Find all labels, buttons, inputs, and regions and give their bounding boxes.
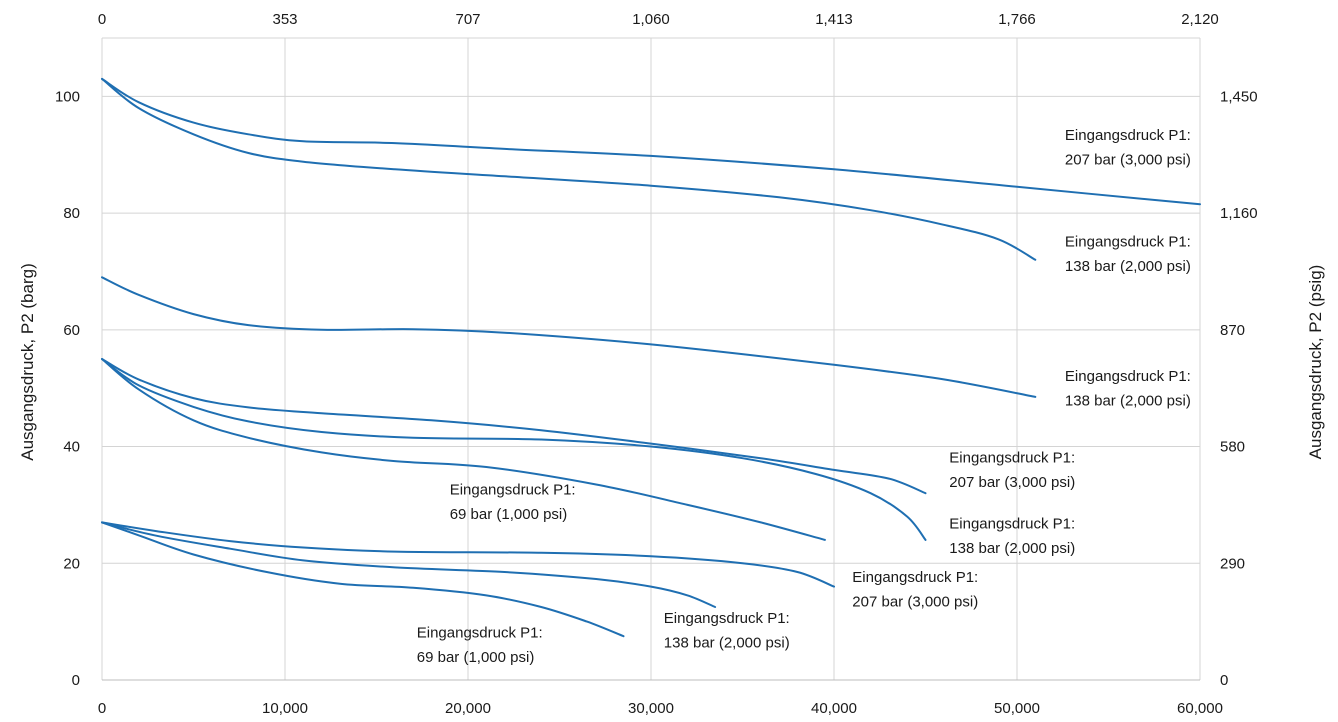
annotation-line-2: 138 bar (2,000 psi): [1065, 393, 1191, 410]
y-tick-label: 0: [72, 672, 80, 689]
grid: [101, 37, 1201, 681]
annotation-line-1: Eingangsdruck P1:: [450, 481, 576, 498]
y-tick-label: 40: [63, 439, 80, 456]
annotation-line-1: Eingangsdruck P1:: [949, 515, 1075, 532]
x-axis-ticks: 0 10,000 20,000 30,000 40,000 50,000 60,000: [98, 700, 1223, 717]
series-line-8: [101, 521, 717, 608]
series-line-6: [101, 358, 826, 541]
series-annotation-1: Eingangsdruck P1: 207 bar (3,000 psi): [1065, 127, 1191, 169]
right-tick-label: 870: [1220, 322, 1245, 339]
series-line-4: [101, 358, 927, 495]
annotation-line-1: Eingangsdruck P1:: [1065, 368, 1191, 385]
top-tick-label: 1,413: [815, 11, 853, 28]
y-axis-title: Ausgangsdruck, P2 (barg): [18, 263, 37, 461]
x-tick-label: 0: [98, 700, 106, 717]
series-annotation-4: Eingangsdruck P1: 207 bar (3,000 psi): [949, 449, 1075, 491]
annotation-line-1: Eingangsdruck P1:: [1065, 233, 1191, 250]
right-axis-ticks: 0 290 580 870 1,160 1,450: [1220, 88, 1258, 689]
annotation-line-1: Eingangsdruck P1:: [417, 624, 543, 641]
x-tick-label: 30,000: [628, 700, 674, 717]
top-tick-label: 2,120: [1181, 11, 1219, 28]
annotation-line-2: 207 bar (3,000 psi): [852, 593, 978, 610]
series-annotation-7: Eingangsdruck P1: 207 bar (3,000 psi): [852, 569, 978, 611]
series-annotation-6: Eingangsdruck P1: 69 bar (1,000 psi): [450, 481, 576, 523]
right-tick-label: 1,450: [1220, 88, 1258, 105]
annotation-line-2: 69 bar (1,000 psi): [417, 649, 535, 666]
annotation-line-2: 138 bar (2,000 psi): [949, 540, 1075, 557]
annotation-line-2: 138 bar (2,000 psi): [664, 634, 790, 651]
annotation-line-1: Eingangsdruck P1:: [664, 610, 790, 627]
right-tick-label: 290: [1220, 555, 1245, 572]
series-line-3: [101, 276, 1037, 398]
top-tick-label: 707: [455, 11, 480, 28]
x-tick-label: 60,000: [1177, 700, 1223, 717]
series-line-5: [101, 358, 927, 541]
y-tick-label: 100: [55, 88, 80, 105]
annotation-line-1: Eingangsdruck P1:: [852, 569, 978, 586]
y-tick-label: 60: [63, 322, 80, 339]
right-tick-label: 0: [1220, 672, 1228, 689]
annotation-line-2: 207 bar (3,000 psi): [1065, 152, 1191, 169]
top-tick-label: 353: [272, 11, 297, 28]
series-line-1: [101, 77, 1201, 206]
annotation-line-2: 69 bar (1,000 psi): [450, 506, 568, 523]
annotation-line-1: Eingangsdruck P1:: [949, 449, 1075, 466]
annotations: Eingangsdruck P1:207 bar (3,000 psi)Eing…: [417, 127, 1191, 666]
series-annotation-9: Eingangsdruck P1: 69 bar (1,000 psi): [417, 624, 543, 666]
series-group: [101, 77, 1201, 638]
series-annotation-8: Eingangsdruck P1: 138 bar (2,000 psi): [664, 610, 790, 652]
series-line-2: [101, 77, 1037, 261]
x-tick-label: 10,000: [262, 700, 308, 717]
right-tick-label: 1,160: [1220, 205, 1258, 222]
top-tick-label: 0: [98, 11, 106, 28]
x-tick-label: 20,000: [445, 700, 491, 717]
series-annotation-3: Eingangsdruck P1: 138 bar (2,000 psi): [1065, 368, 1191, 410]
y-tick-label: 80: [63, 205, 80, 222]
annotation-line-2: 207 bar (3,000 psi): [949, 474, 1075, 491]
series-line-9: [101, 521, 625, 638]
series-line-7: [101, 521, 835, 588]
y-tick-label: 20: [63, 555, 80, 572]
series-annotation-5: Eingangsdruck P1: 138 bar (2,000 psi): [949, 515, 1075, 557]
right-axis-title: Ausgangsdruck, P2 (psig): [1306, 265, 1325, 460]
top-axis-ticks: 0 353 707 1,060 1,413 1,766 2,120: [98, 11, 1219, 28]
x-tick-label: 40,000: [811, 700, 857, 717]
x-tick-label: 50,000: [994, 700, 1040, 717]
series-annotation-2: Eingangsdruck P1: 138 bar (2,000 psi): [1065, 233, 1191, 275]
annotation-line-2: 138 bar (2,000 psi): [1065, 258, 1191, 275]
top-tick-label: 1,060: [632, 11, 670, 28]
y-axis-ticks: 0 20 40 60 80 100: [55, 88, 80, 689]
right-tick-label: 580: [1220, 439, 1245, 456]
annotation-line-1: Eingangsdruck P1:: [1065, 127, 1191, 144]
top-tick-label: 1,766: [998, 11, 1036, 28]
